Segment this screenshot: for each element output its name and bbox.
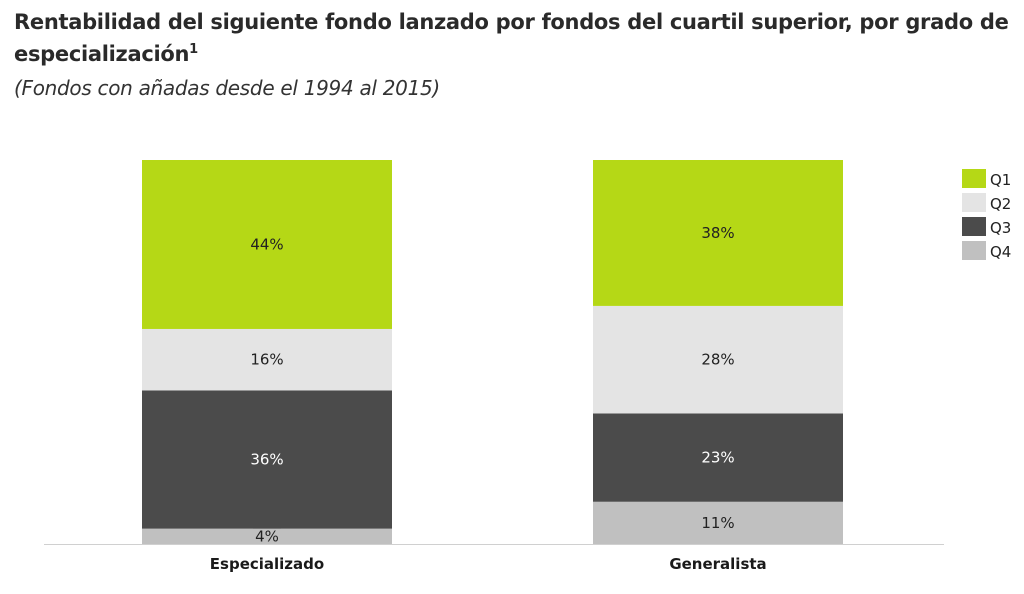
- data-label: 4%: [255, 527, 279, 545]
- x-tick-label: Especializado: [210, 555, 324, 573]
- bar-q4-generalista: [593, 501, 843, 544]
- bar-q3-generalista: [593, 413, 843, 502]
- chart-subtitle: (Fondos con añadas desde el 1994 al 2015…: [14, 76, 440, 100]
- legend-label-q1: Q1: [990, 171, 1011, 189]
- legend-swatch-q1: [962, 169, 986, 188]
- x-tick-label: Generalista: [669, 555, 766, 573]
- chart-title-text: Rentabilidad del siguiente fondo lanzado…: [14, 10, 1009, 66]
- legend-label-q3: Q3: [990, 219, 1011, 237]
- data-label: 16%: [250, 351, 283, 369]
- legend-label-q2: Q2: [990, 195, 1011, 213]
- legend-swatch-q4: [962, 241, 986, 260]
- title-footnote: 1: [189, 42, 198, 57]
- legend-label-q4: Q4: [990, 243, 1011, 261]
- bar-q3-especializado: [142, 390, 392, 529]
- data-label: 36%: [250, 451, 283, 469]
- legend-swatch-q3: [962, 217, 986, 236]
- bar-q2-generalista: [593, 305, 843, 414]
- data-label: 38%: [701, 224, 734, 242]
- data-label: 44%: [250, 235, 283, 253]
- bar-q1-especializado: [142, 160, 392, 329]
- data-label: 11%: [701, 514, 734, 532]
- data-label: 28%: [701, 351, 734, 369]
- chart-title: Rentabilidad del siguiente fondo lanzado…: [14, 8, 1024, 68]
- bar-q2-especializado: [142, 328, 392, 391]
- data-label: 23%: [701, 449, 734, 467]
- legend-swatch-q2: [962, 193, 986, 212]
- bar-q1-generalista: [593, 160, 843, 306]
